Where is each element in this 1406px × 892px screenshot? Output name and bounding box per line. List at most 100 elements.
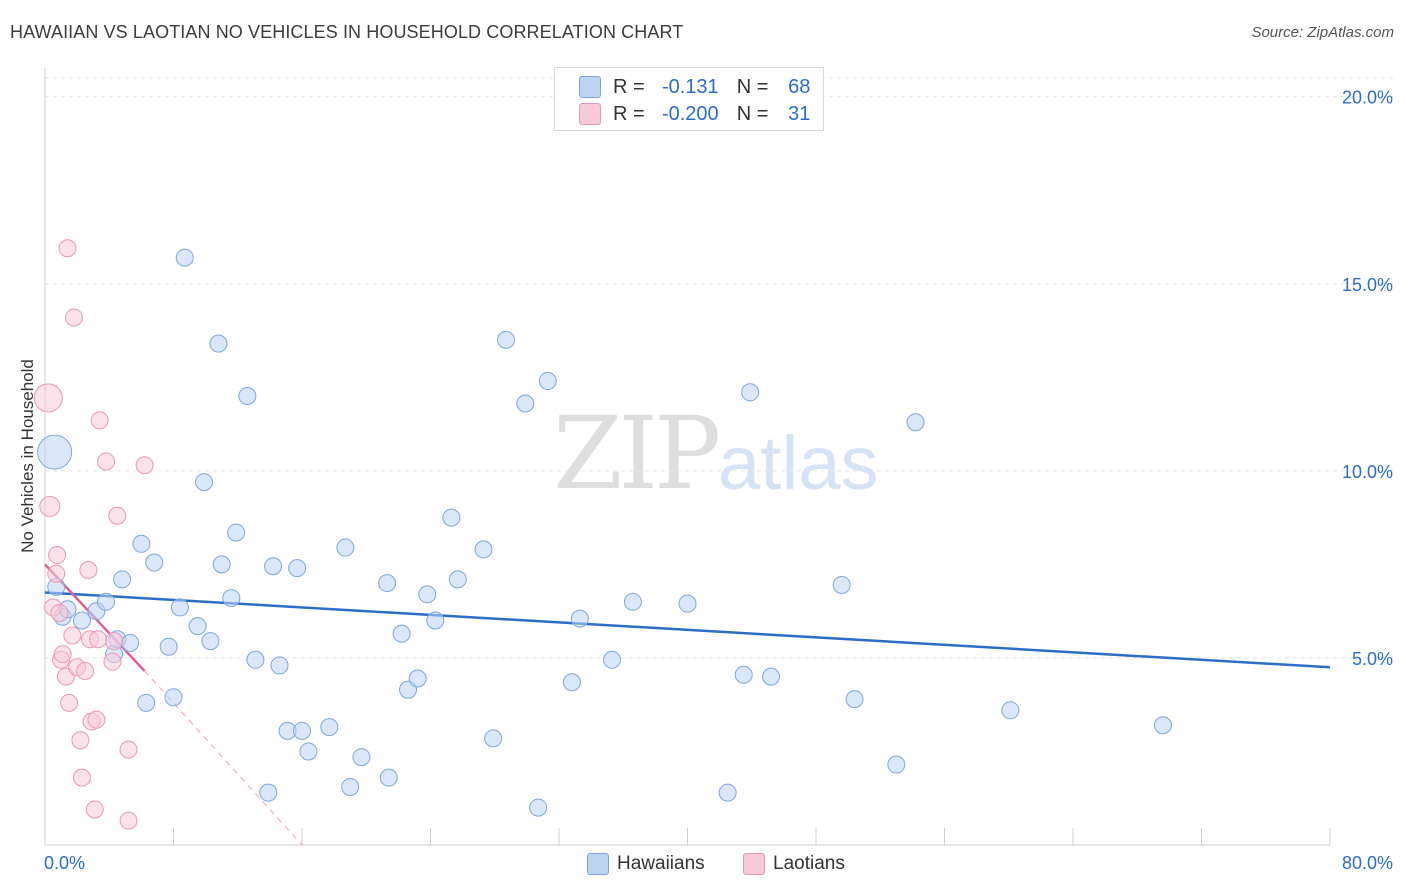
- hawaiian-point: [288, 559, 307, 578]
- hawaiian-point: [212, 555, 231, 574]
- hawaiian-point: [227, 523, 246, 542]
- laotian-point: [76, 662, 95, 681]
- hawaiian-point: [562, 673, 581, 692]
- hawaiian-point: [516, 394, 535, 413]
- laotian-point: [72, 768, 91, 787]
- laotian-point: [71, 731, 90, 750]
- r-label: R =: [613, 75, 645, 98]
- hawaiian-point: [72, 611, 91, 630]
- hawaiian-point: [529, 798, 548, 817]
- legend-item-hawaiians[interactable]: Hawaiians: [587, 852, 705, 876]
- hawaiian-point: [299, 742, 318, 761]
- hawaiian-point: [678, 594, 697, 613]
- hawaiian-point: [845, 690, 864, 709]
- hawaiian-point: [832, 575, 851, 594]
- laotian-point: [48, 546, 67, 565]
- hawaiian-point: [496, 330, 515, 349]
- hawaiian-point: [145, 553, 164, 572]
- hawaiian-point: [887, 755, 906, 774]
- source-label: Source: ZipAtlas.com: [1251, 24, 1394, 41]
- hawaiian-point: [164, 688, 183, 707]
- laotian-point: [64, 308, 83, 327]
- hawaiian-point: [484, 729, 503, 748]
- hawaiian-point: [418, 585, 437, 604]
- legend-item-laotians[interactable]: Laotians: [743, 852, 845, 876]
- hawaiian-point: [741, 383, 760, 402]
- hawaiian-point: [293, 721, 311, 740]
- n-label: N =: [736, 75, 769, 98]
- hawaiian-point: [320, 718, 339, 737]
- y-tick-label: 20.0%: [1342, 88, 1393, 108]
- hawaiian-point: [474, 540, 493, 559]
- laotian-point: [39, 495, 61, 517]
- laotian-point: [33, 383, 63, 413]
- laotian-point: [85, 800, 104, 819]
- watermark-zip: ZIP: [553, 395, 721, 512]
- n-value-laotians: 31: [788, 102, 811, 125]
- hawaiian-point: [222, 589, 241, 608]
- x-tick-label-max: 80.0%: [1342, 853, 1393, 873]
- hawaiian-point: [188, 617, 207, 636]
- hawaiian-point: [137, 693, 156, 712]
- n-value-hawaiians: 68: [788, 75, 811, 98]
- hawaiian-point: [379, 768, 398, 787]
- n-label: N =: [736, 102, 769, 125]
- hawaiian-point: [37, 434, 73, 470]
- laotian-point: [87, 710, 106, 729]
- laotian-point: [108, 506, 127, 525]
- laotian-point: [50, 604, 69, 623]
- hawaiian-point: [1001, 701, 1020, 720]
- hawaiian-point: [195, 473, 214, 492]
- laotian-point: [119, 740, 138, 759]
- hawaiian-point: [246, 650, 265, 669]
- hawaiian-point: [270, 656, 289, 675]
- laotians-legend-label: Laotians: [773, 853, 845, 874]
- hawaiians-legend-label: Hawaiians: [617, 853, 705, 874]
- laotian-point: [90, 411, 109, 430]
- y-tick-label: 15.0%: [1342, 275, 1393, 295]
- hawaiian-point: [762, 667, 781, 686]
- hawaiian-point: [1153, 716, 1172, 735]
- hawaiian-point: [734, 665, 753, 684]
- hawaiian-point: [623, 592, 642, 611]
- hawaiian-point: [906, 413, 925, 432]
- hawaiian-point: [132, 534, 151, 553]
- hawaiian-point: [426, 611, 445, 630]
- hawaiian-point: [170, 598, 189, 617]
- hawaiian-point: [408, 669, 427, 688]
- hawaiian-point: [264, 557, 283, 576]
- hawaiian-point: [442, 508, 461, 527]
- hawaiian-point: [259, 783, 278, 802]
- hawaiian-point: [378, 574, 397, 593]
- correlation-legend: R = -0.131 N = 68 R = -0.200 N = 31: [554, 67, 824, 131]
- hawaiian-point: [97, 592, 116, 611]
- hawaiian-point: [538, 372, 557, 391]
- hawaiians-swatch: [579, 76, 601, 98]
- hawaiian-point: [238, 387, 257, 406]
- data-points: [33, 239, 1172, 830]
- r-value-laotians: -0.200: [661, 102, 719, 125]
- hawaiian-point: [352, 748, 371, 767]
- hawaiians-legend-swatch: [587, 853, 609, 875]
- hawaiian-point: [718, 783, 737, 802]
- r-label: R =: [613, 102, 645, 125]
- laotian-point: [105, 632, 124, 651]
- tick-labels: 5.0% 10.0% 15.0% 20.0% 0.0% 80.0%: [44, 88, 1393, 873]
- laotians-swatch: [579, 103, 601, 125]
- laotian-point: [60, 693, 79, 712]
- hawaiian-point: [175, 248, 194, 267]
- y-tick-label: 10.0%: [1342, 462, 1393, 482]
- hawaiian-point: [341, 778, 360, 797]
- laotian-point: [58, 239, 77, 258]
- chart-title: HAWAIIAN VS LAOTIAN NO VEHICLES IN HOUSE…: [10, 22, 684, 42]
- y-tick-label: 5.0%: [1352, 649, 1393, 669]
- laotian-point: [97, 452, 116, 471]
- watermark-atlas: atlas: [718, 421, 879, 506]
- hawaiian-point: [392, 624, 411, 643]
- hawaiian-point: [336, 538, 355, 557]
- laotian-point: [79, 561, 98, 580]
- legend-row-hawaiians: R = -0.131 N = 68: [579, 74, 810, 100]
- hawaiian-point: [603, 650, 622, 669]
- r-value-hawaiians: -0.131: [661, 75, 719, 98]
